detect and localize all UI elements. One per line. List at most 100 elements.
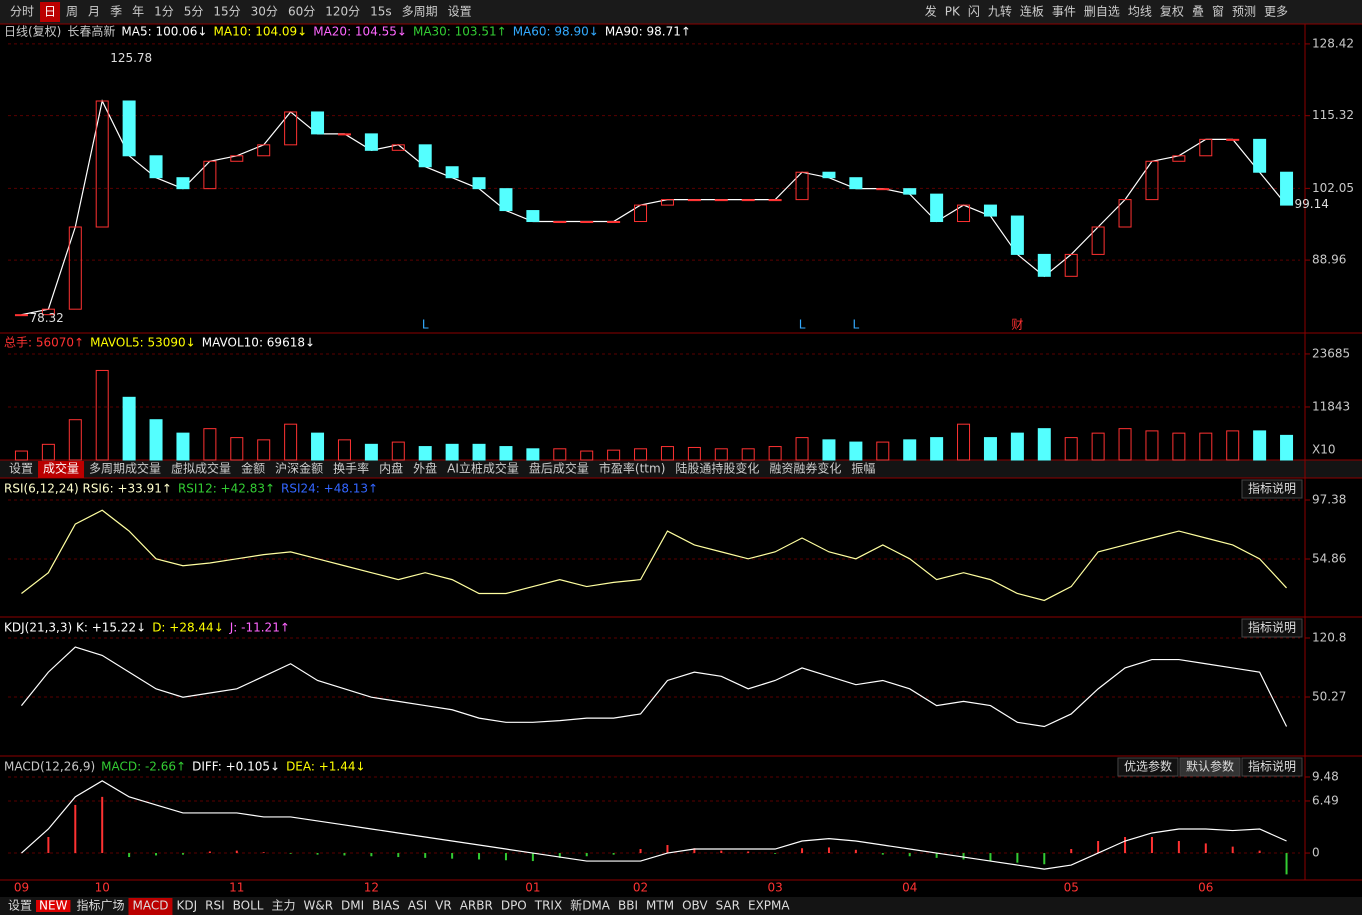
candle <box>284 111 298 146</box>
indicator-tab[interactable]: 主力 <box>271 899 295 913</box>
button-frame[interactable] <box>1241 479 1303 499</box>
volume-tab[interactable]: 换手率 <box>333 461 369 476</box>
volume-bar <box>660 446 674 461</box>
tool-button[interactable]: 更多 <box>1264 5 1288 19</box>
tool-button[interactable]: 窗 <box>1212 5 1224 19</box>
indicator-tab[interactable]: BIAS <box>372 899 400 913</box>
indicator-tab[interactable]: ARBR <box>460 899 493 913</box>
volume-bar <box>284 423 298 461</box>
volume-tab[interactable]: 融资融券变化 <box>769 461 841 476</box>
volume-bar <box>849 441 863 461</box>
indicator-label: MAVOL5: 53090↓ <box>90 336 196 350</box>
volume-tab[interactable]: 内盘 <box>379 461 403 476</box>
tool-button[interactable]: PK <box>945 5 961 19</box>
volume-tab[interactable]: 市盈率(ttm) <box>599 461 665 476</box>
volume-tab[interactable]: 盘后成交量 <box>529 461 589 476</box>
candle <box>1037 253 1051 277</box>
volume-bar <box>822 439 836 461</box>
indicator-button[interactable]: 指标说明 <box>1248 481 1296 496</box>
indicator-tab[interactable]: VR <box>435 899 452 913</box>
button-frame[interactable] <box>1241 618 1303 638</box>
indicator-tab[interactable]: 新DMA <box>570 898 611 913</box>
candle <box>1253 138 1267 173</box>
period-button[interactable]: 分时 <box>10 5 34 19</box>
tool-button[interactable]: 发 <box>925 4 937 19</box>
volume-tab[interactable]: 沪深金额 <box>275 461 323 476</box>
candle <box>391 144 405 151</box>
period-button[interactable]: 季 <box>110 5 122 19</box>
indicator-label: MA90: 98.71↑ <box>605 25 691 39</box>
indicator-tab[interactable]: 设置 <box>8 899 32 913</box>
indicator-tab[interactable]: MACD <box>132 899 168 913</box>
tool-button[interactable]: 预测 <box>1232 5 1256 19</box>
indicator-tab[interactable]: W&R <box>303 899 333 913</box>
indicator-label: MA5: 100.06↓ <box>121 25 207 39</box>
indicator-button[interactable]: 指标说明 <box>1248 620 1296 635</box>
button-frame[interactable] <box>1241 757 1303 777</box>
volume-tab[interactable]: 多周期成交量 <box>89 461 161 476</box>
period-button[interactable]: 月 <box>88 5 100 19</box>
indicator-tab[interactable]: EXPMA <box>748 899 790 913</box>
period-button[interactable]: 120分 <box>325 5 360 19</box>
volume-bar <box>903 439 917 461</box>
indicator-tab[interactable]: 指标广场 <box>76 898 124 913</box>
tool-button[interactable]: 删自选 <box>1084 5 1120 19</box>
period-button[interactable]: 1分 <box>154 5 174 19</box>
volume-tab[interactable]: 陆股通持股变化 <box>675 461 759 476</box>
period-button[interactable]: 日 <box>44 5 56 19</box>
indicator-label: MA10: 104.09↓ <box>214 25 308 39</box>
volume-tab[interactable]: 虚拟成交量 <box>171 461 231 476</box>
x-tick-label: 02 <box>633 881 648 895</box>
period-button[interactable]: 15s <box>370 5 392 19</box>
tool-button[interactable]: 闪 <box>968 5 980 19</box>
indicator-tab[interactable]: KDJ <box>176 899 197 913</box>
volume-tab[interactable]: 成交量 <box>43 461 79 476</box>
indicator-label: 长春高新 <box>67 24 115 39</box>
indicator-tab[interactable]: BBI <box>618 899 638 913</box>
indicator-button[interactable]: 默认参数 <box>1186 759 1234 774</box>
indicator-tab[interactable]: BOLL <box>233 899 264 913</box>
indicator-tab[interactable]: RSI <box>205 899 225 913</box>
indicator-tab[interactable]: OBV <box>682 899 708 913</box>
new-badge: NEW <box>39 899 68 913</box>
period-button[interactable]: 年 <box>132 5 144 19</box>
indicator-tab[interactable]: DMI <box>341 899 364 913</box>
volume-bar <box>499 446 513 461</box>
indicator-tab[interactable]: TRIX <box>534 899 562 913</box>
tool-button[interactable]: 复权 <box>1160 5 1184 19</box>
period-button[interactable]: 30分 <box>251 5 278 19</box>
event-marker: 财 <box>1011 318 1023 332</box>
tool-button[interactable]: 叠 <box>1192 5 1204 19</box>
tool-button[interactable]: 均线 <box>1128 5 1152 19</box>
x-tick-label: 04 <box>902 881 917 895</box>
indicator-tab[interactable]: SAR <box>716 899 740 913</box>
tool-button[interactable]: 事件 <box>1052 5 1076 19</box>
indicator-tab[interactable]: ASI <box>408 899 427 913</box>
button-frame[interactable] <box>1117 757 1179 777</box>
period-button[interactable]: 多周期 <box>402 5 438 19</box>
y-tick-label: 128.42 <box>1312 36 1354 50</box>
button-frame[interactable] <box>1179 757 1241 777</box>
candle <box>499 188 513 212</box>
volume-tab[interactable]: 设置 <box>9 462 33 476</box>
indicator-line <box>21 780 1287 870</box>
period-button[interactable]: 5分 <box>184 5 204 19</box>
tool-button[interactable]: 九转 <box>988 4 1012 19</box>
tool-button[interactable]: 连板 <box>1020 4 1044 19</box>
volume-bar <box>983 437 997 461</box>
indicator-button[interactable]: 指标说明 <box>1248 759 1296 774</box>
y-tick-label: 97.38 <box>1312 493 1346 507</box>
period-button[interactable]: 15分 <box>213 5 240 19</box>
indicator-tab[interactable]: DPO <box>501 899 527 913</box>
period-button[interactable]: 60分 <box>288 5 315 19</box>
period-button[interactable]: 周 <box>66 5 78 19</box>
indicator-button[interactable]: 优选参数 <box>1124 759 1172 774</box>
period-button[interactable]: 设置 <box>448 5 472 19</box>
volume-tab[interactable]: 外盘 <box>413 461 437 476</box>
indicator-tab[interactable]: MTM <box>646 899 674 913</box>
candle <box>472 177 486 190</box>
volume-tab[interactable]: 振幅 <box>851 461 875 476</box>
volume-tab[interactable]: AI立桩成交量 <box>447 461 519 476</box>
volume-tab[interactable]: 金额 <box>241 461 265 476</box>
candle <box>95 100 109 228</box>
